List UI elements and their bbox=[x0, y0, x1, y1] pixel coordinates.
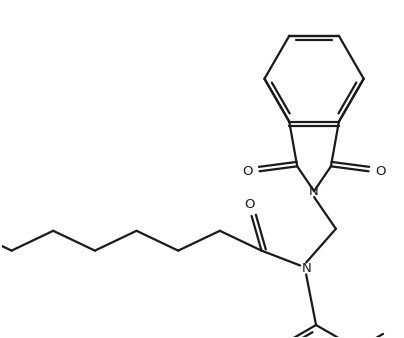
Text: O: O bbox=[244, 197, 255, 211]
Text: N: N bbox=[301, 262, 311, 275]
Text: O: O bbox=[375, 165, 386, 178]
Text: N: N bbox=[309, 185, 319, 198]
Text: O: O bbox=[242, 165, 253, 178]
